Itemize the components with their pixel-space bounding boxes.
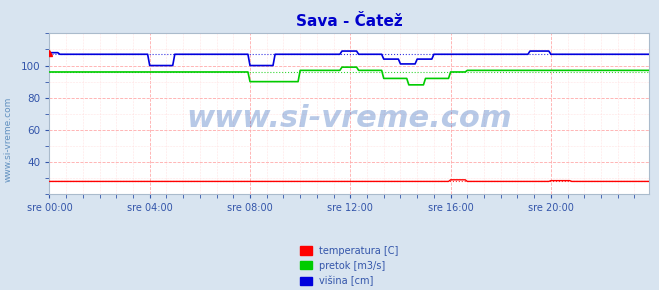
Text: www.si-vreme.com: www.si-vreme.com — [186, 104, 512, 133]
Title: Sava - Čatež: Sava - Čatež — [296, 14, 403, 29]
Text: www.si-vreme.com: www.si-vreme.com — [4, 97, 13, 182]
Legend: temperatura [C], pretok [m3/s], višina [cm]: temperatura [C], pretok [m3/s], višina [… — [300, 246, 399, 286]
